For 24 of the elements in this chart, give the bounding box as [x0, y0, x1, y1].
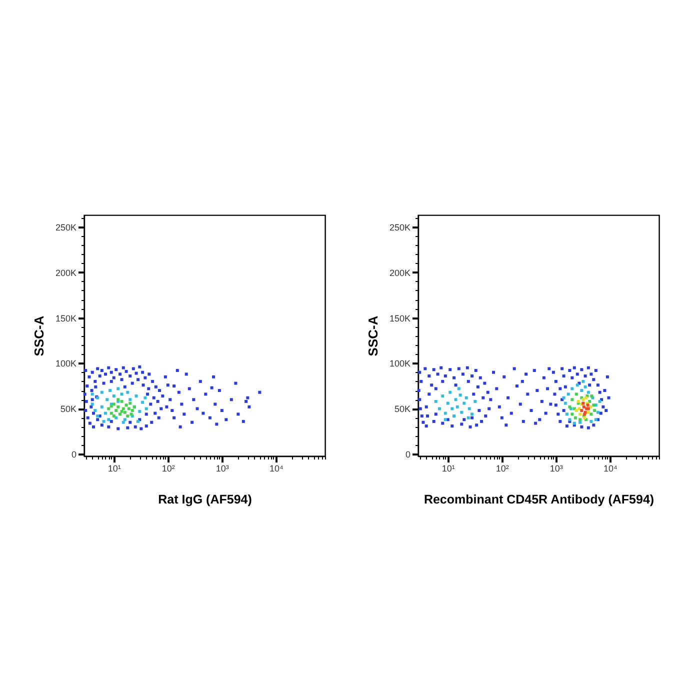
x-tick-label: 10⁴	[269, 464, 284, 474]
y-tick-label: 250K	[389, 222, 410, 232]
y-tick-label: 100K	[389, 358, 410, 369]
y-tick-label: 0	[71, 450, 76, 460]
x-axis-title: Rat IgG (AF594)	[158, 492, 252, 506]
y-tick-label: 100K	[55, 358, 76, 369]
x-tick-label: 10²	[496, 464, 509, 474]
y-tick-label: 150K	[389, 313, 410, 324]
y-tick-label: 250K	[55, 222, 76, 232]
x-tick-label: 10²	[162, 464, 175, 474]
y-axis-title: SSC-A	[31, 315, 46, 356]
x-tick-label: 10¹	[108, 464, 121, 474]
x-tick-label: 10³	[550, 464, 563, 474]
x-tick-label: 10¹	[442, 464, 455, 474]
x-axis-title: Recombinant CD45R Antibody (AF594)	[424, 492, 654, 506]
y-tick-label: 200K	[389, 268, 410, 278]
x-tick-label: 10³	[216, 464, 229, 474]
x-tick-label: 10⁴	[603, 464, 618, 474]
y-tick-label: 200K	[55, 268, 76, 278]
y-tick-label: 0	[405, 450, 410, 460]
y-tick-label: 150K	[55, 313, 76, 324]
y-tick-label: 50K	[60, 404, 76, 414]
y-axis-title: SSC-A	[365, 315, 380, 356]
y-tick-label: 50K	[394, 404, 410, 414]
